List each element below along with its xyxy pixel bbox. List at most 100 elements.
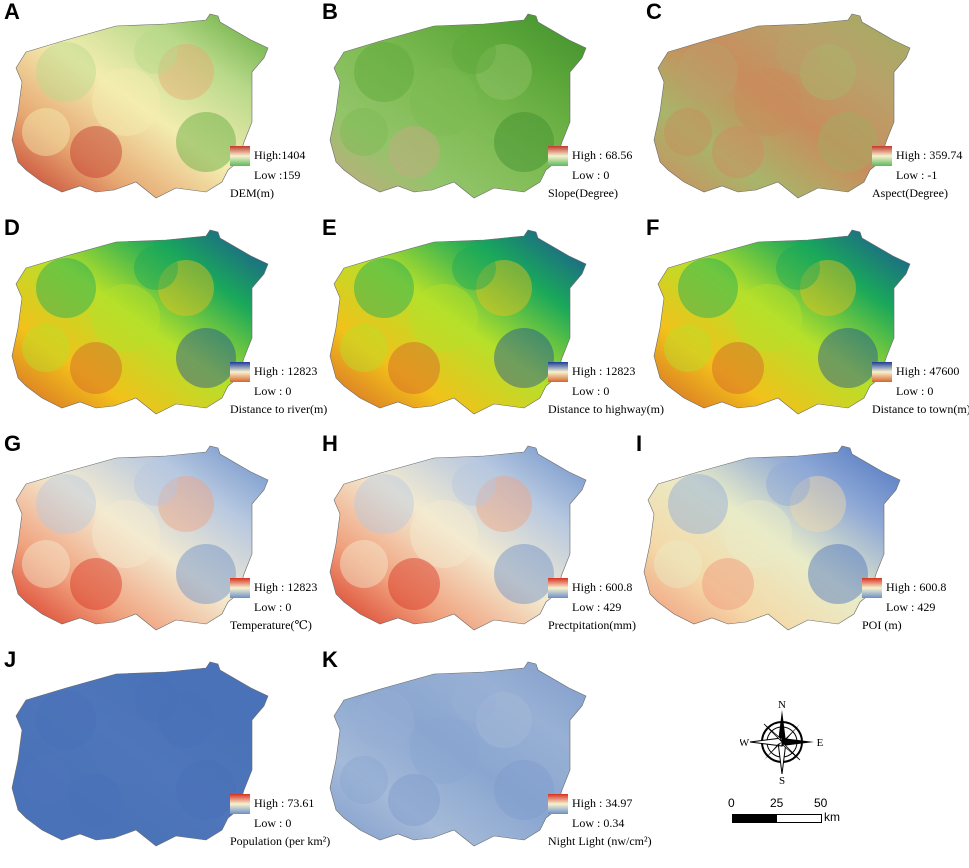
legend-title: Night Light (nw/cm²) <box>548 834 652 848</box>
legend-color-ramp <box>862 578 882 598</box>
panel-e: E High : 12823 Low : 0 Distance to highway(… <box>322 216 664 428</box>
panel-letter: C <box>646 0 662 24</box>
raster-patch <box>410 284 478 352</box>
legend-high-value: High : 600.8 <box>886 580 947 594</box>
study-area-map <box>11 661 269 847</box>
panel-letter: D <box>4 215 20 240</box>
legend-low-value: Low : 0 <box>896 384 934 398</box>
legend-color-ramp <box>548 146 568 166</box>
raster-patch <box>452 678 496 722</box>
raster-surface <box>654 230 910 414</box>
raster-patch <box>388 558 440 610</box>
raster-patch <box>452 30 496 74</box>
raster-patch <box>494 328 554 388</box>
raster-patch <box>476 476 532 532</box>
legend-high-value: High : 12823 <box>254 364 318 378</box>
raster-patch <box>818 328 878 388</box>
boundary-line <box>11 13 269 199</box>
raster-patch <box>92 284 160 352</box>
legend-title: Aspect(Degree) <box>872 186 948 200</box>
study-area-map <box>653 229 911 415</box>
raster-patch <box>818 112 878 172</box>
raster-patch <box>92 68 160 136</box>
legend-low-value: Low : 0 <box>254 816 292 830</box>
raster-patch <box>354 42 414 102</box>
raster-patch <box>158 692 214 748</box>
legend-high-value: High : 34.97 <box>572 796 633 810</box>
raster-patch <box>176 328 236 388</box>
raster-patch <box>668 474 728 534</box>
raster-patch <box>678 42 738 102</box>
raster-patch <box>494 760 554 820</box>
raster-patch <box>410 716 478 784</box>
compass-w: W <box>740 737 750 749</box>
raster-patch <box>494 544 554 604</box>
study-area-map <box>653 13 911 199</box>
raster-patch <box>158 476 214 532</box>
legend-color-ramp <box>548 362 568 382</box>
legend-low-value: Low : 0.34 <box>572 816 625 830</box>
raster-patch <box>800 44 856 100</box>
legend-color-ramp <box>548 578 568 598</box>
raster-patch <box>22 756 70 804</box>
raster-patch <box>388 126 440 178</box>
raster-surface <box>654 14 910 198</box>
panel-i: I High : 600.8 Low : 429 POI (m) <box>636 432 952 644</box>
legend-color-ramp <box>230 362 250 382</box>
scale-tick-50: 50 <box>814 796 828 810</box>
north-arrow: N S W E <box>739 699 824 789</box>
scale-segment-1 <box>732 814 778 823</box>
legend-title: Distance to town(m) <box>872 402 969 416</box>
raster-patch <box>134 246 178 290</box>
raster-patch <box>790 476 846 532</box>
legend-title: Slope(Degree) <box>548 186 618 200</box>
raster-patch <box>664 108 712 156</box>
legend-high-value: High : 73.61 <box>254 796 315 810</box>
legend-color-ramp <box>230 794 250 814</box>
raster-patch <box>476 692 532 748</box>
panel-letter: J <box>4 647 17 672</box>
raster-patch <box>664 324 712 372</box>
raster-patch <box>22 540 70 588</box>
raster-patch <box>476 44 532 100</box>
legend-low-value: Low :159 <box>254 168 301 182</box>
raster-surface <box>12 446 268 630</box>
raster-surface <box>330 446 586 630</box>
raster-patch <box>158 260 214 316</box>
panel-d: D High : 12823 Low : 0 Distance to river(m) <box>4 216 327 428</box>
legend-title: POI (m) <box>862 618 902 632</box>
raster-patch <box>70 774 122 826</box>
raster-surface <box>330 662 586 846</box>
boundary-line <box>11 445 269 631</box>
legend-high-value: High : 12823 <box>572 364 636 378</box>
study-area-map <box>11 229 269 415</box>
study-area-map <box>329 229 587 415</box>
legend-title: Population (per km²) <box>230 834 331 848</box>
raster-patch <box>678 258 738 318</box>
panel-g: G High : 12823 Low : 0 Temperature(℃) <box>4 432 320 644</box>
compass-e: E <box>817 737 824 749</box>
raster-patch <box>70 558 122 610</box>
legend-low-value: Low : 429 <box>572 600 622 614</box>
panel-letter: B <box>322 0 338 24</box>
raster-patch <box>452 462 496 506</box>
scale-bar: 0 25 50 km <box>728 796 958 836</box>
raster-patch <box>36 474 96 534</box>
panel-letter: H <box>322 431 338 456</box>
raster-patch <box>134 30 178 74</box>
legend-color-ramp <box>230 578 250 598</box>
raster-patch <box>654 540 702 588</box>
legend-low-value: Low : 0 <box>572 384 610 398</box>
study-area-map <box>643 445 901 631</box>
legend-low-value: Low : -1 <box>896 168 938 182</box>
study-area-map <box>11 445 269 631</box>
raster-patch <box>712 126 764 178</box>
raster-patch <box>766 462 810 506</box>
legend-low-value: Low : 0 <box>254 600 292 614</box>
panel-letter: F <box>646 215 660 240</box>
boundary-line <box>643 445 901 631</box>
legend-color-ramp <box>230 146 250 166</box>
panel-c: C High : 359.74 Low : -1 Aspect(Degree) <box>646 0 962 212</box>
raster-patch <box>22 108 70 156</box>
study-area-map <box>329 13 587 199</box>
